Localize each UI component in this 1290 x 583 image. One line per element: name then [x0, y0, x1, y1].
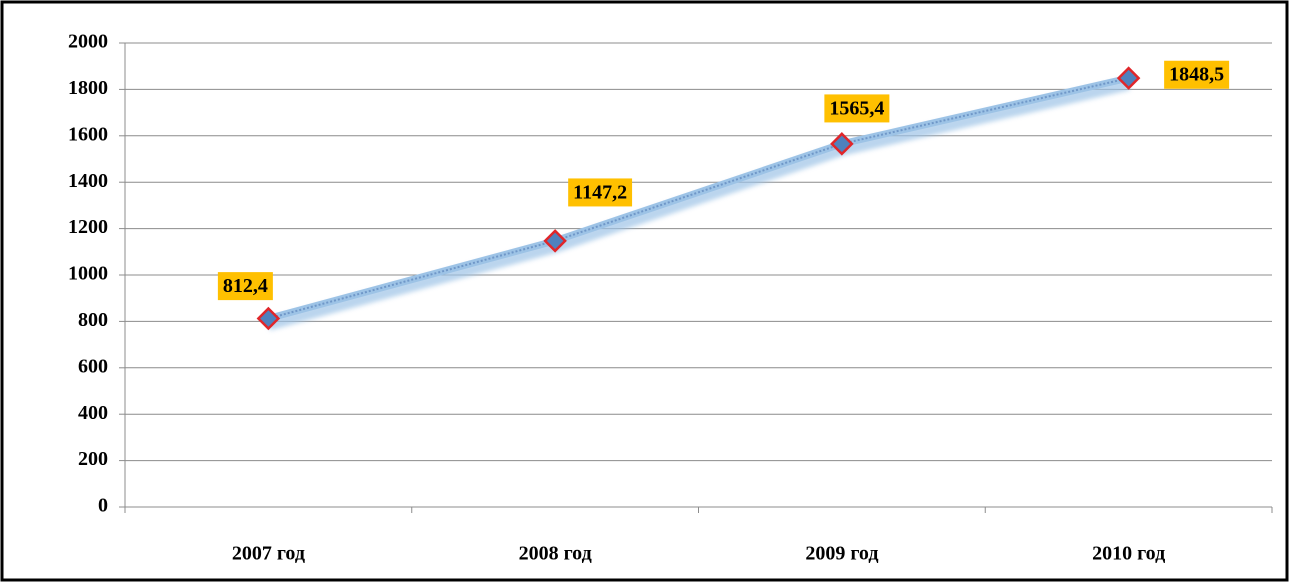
y-tick-label: 200 — [78, 448, 108, 470]
y-tick-label: 1000 — [68, 263, 108, 285]
marker — [543, 229, 567, 253]
marker — [256, 306, 281, 331]
data-label-group: 1147,2 — [568, 178, 633, 207]
data-label-box — [1164, 60, 1230, 89]
y-tick-label: 1200 — [68, 216, 108, 238]
data-label-box — [824, 94, 890, 123]
y-tick-label: 1800 — [68, 77, 108, 99]
data-label-group: 812,4 — [217, 272, 273, 301]
y-tick-label: 400 — [78, 402, 108, 424]
data-label: 1147,2 — [573, 181, 627, 203]
data-label-box — [568, 178, 633, 207]
marker — [1116, 66, 1141, 90]
x-tick-label: 2010 год — [1092, 543, 1165, 565]
data-label: 812,4 — [223, 275, 268, 297]
data-label-box — [217, 272, 273, 301]
y-tick-label: 1600 — [68, 123, 108, 145]
x-tick-label: 2009 год — [805, 543, 878, 565]
data-label-group: 1848,5 — [1164, 60, 1230, 89]
x-tick-label: 2008 год — [519, 543, 592, 565]
data-label-group: 1565,4 — [824, 94, 890, 123]
line-stripe — [268, 77, 1129, 320]
data-label: 1848,5 — [1169, 64, 1224, 86]
data-label: 1565,4 — [829, 97, 884, 119]
y-tick-label: 0 — [98, 495, 108, 517]
line-shadow — [266, 78, 1130, 331]
y-tick-label: 600 — [78, 355, 108, 377]
y-tick-label: 2000 — [68, 31, 108, 53]
marker — [830, 132, 854, 156]
y-tick-label: 1400 — [68, 170, 108, 192]
x-tick-label: 2007 год — [232, 543, 305, 565]
y-tick-label: 800 — [78, 309, 108, 331]
